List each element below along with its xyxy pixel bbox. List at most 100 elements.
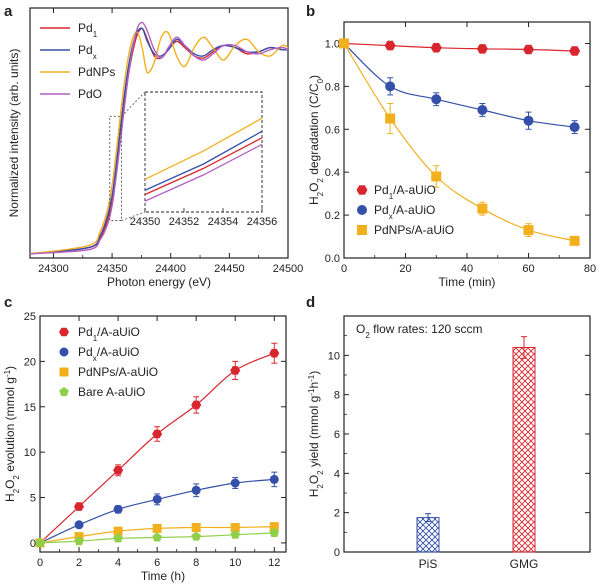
panel-c-point — [230, 529, 240, 539]
panel-c-point — [191, 522, 201, 532]
panel-c-legend-marker — [59, 367, 69, 377]
panel-c-point — [191, 485, 201, 495]
panel-b-y-tick-label: 0.8 — [325, 81, 340, 93]
panel-a-series-line-3 — [29, 21, 289, 255]
panel-c-point — [269, 348, 280, 358]
panel-c-x-tick-label: 0 — [37, 557, 43, 569]
panel-a-x-tick-label: 24350 — [97, 263, 128, 275]
panel-b-point — [523, 225, 534, 236]
panel-d-y-tick-label: 6 — [334, 429, 340, 441]
panel-c-legend-marker — [59, 327, 69, 337]
panel-c-x-tick-label: 2 — [76, 557, 82, 569]
panel-b-point — [477, 203, 488, 214]
panel-b-point — [339, 38, 349, 49]
panel-d-bar-gmg — [512, 346, 536, 553]
panel-a-ylabel: Normalized intensity (arb. units) — [7, 49, 21, 218]
panel-d-frame — [343, 315, 591, 553]
panel-b-legend-label: Pd1/A-aUiO — [374, 183, 436, 201]
panel-c-x-tick-label: 12 — [268, 557, 280, 569]
panel-a-inset-lines — [145, 117, 262, 202]
panel-label-c: c — [4, 294, 12, 311]
panel-b-ylabel: H2O2 degradation (C/C0) — [307, 75, 325, 205]
panel-b-point — [523, 115, 534, 126]
panel-a-series-line-2 — [29, 30, 289, 255]
panel-a-x-tick-label: 24450 — [214, 263, 245, 275]
panel-c-y-tick-label: 25 — [24, 311, 36, 323]
panel-b-legend-label: Pdx/A-aUiO — [374, 203, 435, 221]
panel-d-category-label: GMG — [510, 557, 539, 571]
panel-c-xlabel: Time (h) — [141, 569, 185, 583]
panel-b-point — [431, 94, 442, 105]
panel-c-point — [152, 494, 162, 504]
panel-c-point — [35, 537, 45, 547]
panel-c-legend-label: Pdx/A-aUiO — [78, 345, 139, 363]
panel-a-inset-tick-label: 24352 — [169, 216, 200, 228]
panel-d-y-tick-label: 8 — [334, 390, 340, 402]
panel-c-y-tick-label: 5 — [30, 493, 36, 505]
panel-b-point — [569, 235, 580, 246]
panel-a-inset-series-line-0 — [145, 137, 262, 196]
panel-a-legend-label: Pd1 — [78, 21, 98, 39]
panel-a-xanes-chart: 24300 24350 24400 24450 24500 Photon energy (… — [7, 7, 304, 289]
panel-b-y-tick-label: 0.0 — [325, 253, 340, 265]
panel-label-a: a — [4, 3, 13, 20]
panel-a-legend-label: Pdx — [78, 43, 97, 61]
panel-c-point — [152, 532, 162, 542]
panel-a-zoom-connector — [121, 211, 146, 221]
panel-c-y-tick-label: 10 — [24, 447, 36, 459]
panel-c-fit-line-0 — [39, 352, 275, 544]
panel-c-point — [152, 429, 163, 439]
panel-c-point — [230, 366, 241, 375]
panel-a-x-tick-label: 24400 — [155, 263, 186, 275]
panel-b-legend-marker — [357, 225, 367, 235]
panel-b-x-tick-label: 60 — [522, 263, 534, 275]
panel-b-y-tick-label: 0.4 — [325, 167, 340, 179]
panel-c-y-tick-label: 0 — [30, 538, 36, 550]
panel-b-point — [430, 43, 442, 53]
panel-a-inset-series-line-2 — [145, 117, 262, 180]
panel-d-y-tick-label: 4 — [334, 468, 340, 480]
panel-c-point — [269, 527, 279, 537]
panel-c-frame — [39, 315, 287, 553]
panel-b-x-tick-label: 40 — [461, 263, 473, 275]
panel-b-point — [384, 40, 396, 51]
panel-a-zoom-connector — [121, 91, 146, 117]
panel-c-point — [152, 523, 162, 533]
panel-b-point — [476, 44, 488, 54]
panel-a-frame — [29, 7, 289, 259]
panel-c-x-tick-label: 6 — [154, 557, 160, 569]
panel-d-y-tick-label: 10 — [328, 350, 340, 362]
panel-a-inset-tick-label: 24354 — [208, 216, 239, 228]
panel-c-point — [113, 533, 123, 543]
panel-c-point — [113, 466, 124, 475]
panel-d-annotation: O2 flow rates: 120 sccm — [356, 322, 483, 340]
panel-c-y-tick-label: 20 — [24, 356, 36, 368]
panel-b-y-tick-label: 1.0 — [325, 38, 340, 50]
panel-b-x-tick-label: 80 — [584, 263, 596, 275]
panel-b-point — [385, 81, 396, 92]
panel-label-b: b — [306, 3, 315, 20]
panel-d-bar-pis — [416, 517, 440, 553]
panel-a-inset-frame — [144, 91, 263, 213]
panel-c-y-tick-label: 15 — [24, 402, 36, 414]
panel-c-legend-label: Bare A-aUiO — [78, 385, 145, 399]
panel-a-inset-series-line-3 — [145, 143, 262, 202]
panel-c-legend-marker — [59, 347, 69, 357]
panel-c-point — [74, 502, 84, 511]
panel-a-legend-label: PdNPs — [78, 65, 115, 79]
panel-c-point — [191, 400, 202, 410]
panel-b-fit-line-1 — [343, 43, 575, 128]
panel-c-legend-marker — [59, 387, 69, 396]
panel-label-d: d — [306, 294, 315, 311]
panel-c-point — [74, 536, 84, 546]
panel-b-point — [569, 46, 581, 56]
panel-b-legend-marker — [357, 205, 367, 215]
panel-a-x-tick-label: 24500 — [273, 263, 304, 275]
panel-c-point — [191, 531, 201, 541]
panel-d-y-tick-label: 2 — [334, 508, 340, 520]
panel-c-legend-label: PdNPs/A-aUiO — [78, 365, 158, 379]
panel-c-point — [113, 526, 123, 536]
panel-b-fit-line-0 — [343, 42, 575, 52]
